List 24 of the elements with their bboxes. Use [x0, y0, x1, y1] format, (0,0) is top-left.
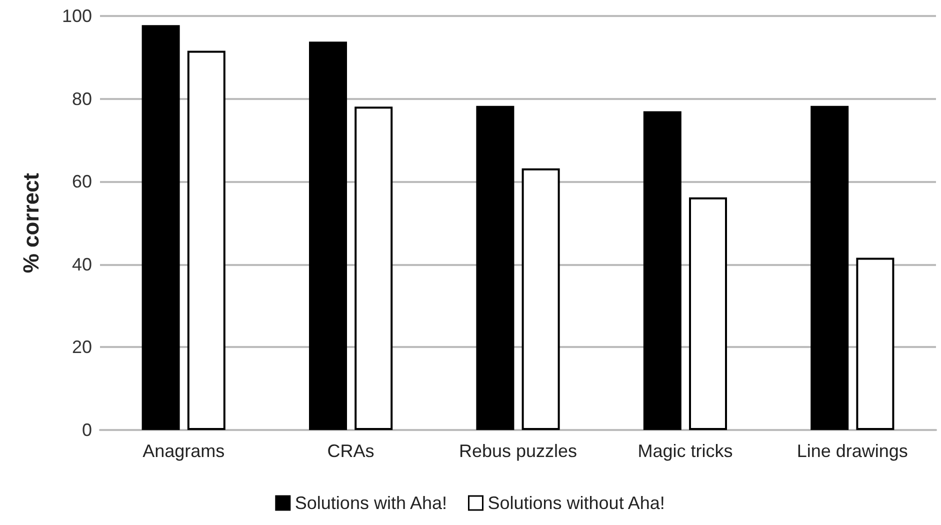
x-tick-label: CRAs — [327, 441, 374, 461]
bar — [309, 42, 347, 430]
bar — [522, 168, 560, 430]
bar — [187, 50, 226, 430]
bar — [354, 106, 393, 430]
x-tick-label: Line drawings — [796, 441, 908, 461]
y-tick-label: 0 — [82, 420, 92, 440]
bar — [810, 106, 849, 430]
y-tick-label: 80 — [72, 88, 92, 109]
x-tick-label: Magic tricks — [638, 441, 733, 461]
legend-label: Solutions with Aha! — [294, 493, 448, 513]
bar — [142, 25, 180, 430]
bar — [689, 197, 727, 430]
bar — [476, 106, 514, 430]
legend-label: Solutions without Aha! — [488, 493, 665, 513]
bar — [856, 258, 894, 430]
x-tick-label: Rebus puzzles — [458, 441, 578, 461]
y-tick-label: 40 — [72, 254, 92, 274]
y-tick-label: 100 — [62, 6, 92, 26]
y-tick-label: 20 — [72, 337, 92, 358]
y-tick-label: 60 — [72, 172, 92, 192]
x-tick-label: Anagrams — [142, 441, 225, 461]
bar — [643, 111, 682, 430]
y-axis-title: % correct — [18, 172, 44, 274]
